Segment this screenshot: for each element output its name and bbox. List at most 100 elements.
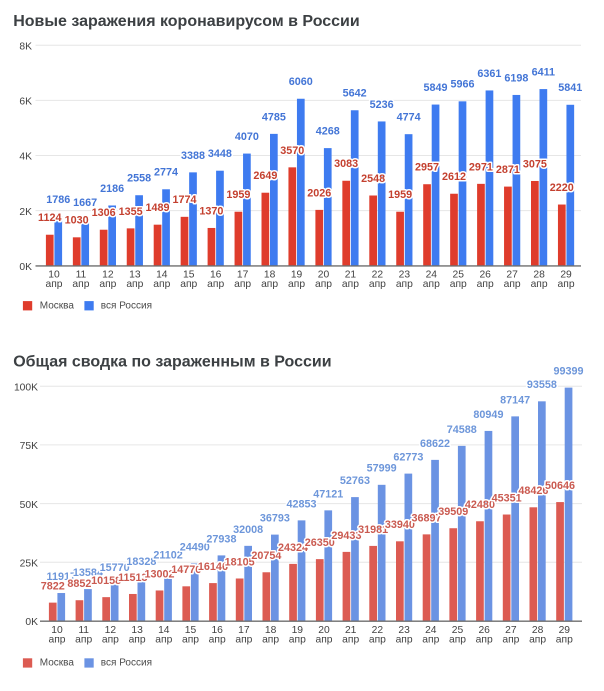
svg-text:19: 19: [292, 625, 304, 636]
svg-text:апр: апр: [476, 634, 493, 645]
svg-text:75K: 75K: [20, 441, 38, 452]
svg-text:апр: апр: [155, 634, 172, 645]
svg-text:28: 28: [532, 625, 544, 636]
svg-text:апр: апр: [209, 634, 226, 645]
svg-text:36793: 36793: [260, 513, 290, 525]
svg-text:15770: 15770: [100, 562, 130, 574]
svg-text:Общая сводка по зараженным в Р: Общая сводка по зараженным в России: [13, 354, 331, 371]
svg-text:6060: 6060: [289, 76, 313, 88]
svg-text:62773: 62773: [393, 452, 423, 464]
svg-text:1124: 1124: [38, 212, 61, 224]
svg-text:2K: 2K: [19, 207, 32, 218]
svg-text:апр: апр: [477, 279, 494, 290]
svg-text:36897: 36897: [412, 512, 442, 524]
svg-text:2957: 2957: [415, 162, 439, 174]
svg-text:апр: апр: [72, 279, 89, 290]
svg-text:42853: 42853: [287, 498, 317, 510]
svg-text:апр: апр: [234, 279, 251, 290]
svg-text:2649: 2649: [253, 170, 277, 182]
svg-text:20754: 20754: [251, 550, 281, 562]
svg-text:3388: 3388: [181, 150, 205, 162]
svg-text:вся Россия: вся Россия: [101, 300, 152, 311]
svg-text:апр: апр: [504, 279, 521, 290]
svg-text:3075: 3075: [523, 158, 547, 170]
svg-text:1667: 1667: [73, 197, 97, 209]
svg-text:5236: 5236: [370, 99, 394, 111]
svg-text:3083: 3083: [334, 158, 358, 170]
svg-text:2971: 2971: [469, 161, 493, 173]
svg-text:вся Россия: вся Россия: [101, 658, 152, 669]
svg-text:2871: 2871: [496, 164, 520, 176]
svg-text:20: 20: [318, 270, 330, 281]
svg-text:42480: 42480: [465, 499, 495, 511]
svg-text:4774: 4774: [397, 112, 421, 124]
svg-text:24: 24: [425, 625, 437, 636]
svg-text:13: 13: [129, 270, 141, 281]
svg-text:апр: апр: [45, 279, 62, 290]
svg-text:22: 22: [372, 270, 384, 281]
svg-text:57999: 57999: [367, 463, 397, 475]
svg-text:апр: апр: [48, 634, 65, 645]
svg-text:68622: 68622: [420, 438, 450, 450]
svg-text:24: 24: [426, 270, 438, 281]
svg-text:Москва: Москва: [40, 300, 75, 311]
svg-text:87147: 87147: [500, 394, 530, 406]
svg-text:26: 26: [479, 270, 491, 281]
svg-text:74588: 74588: [447, 424, 477, 436]
svg-text:25K: 25K: [20, 559, 38, 570]
svg-text:17: 17: [238, 625, 250, 636]
svg-text:апр: апр: [369, 634, 386, 645]
svg-text:33940: 33940: [385, 519, 415, 531]
svg-text:апр: апр: [235, 634, 252, 645]
svg-text:12: 12: [102, 270, 114, 281]
svg-text:12: 12: [105, 625, 117, 636]
svg-text:апр: апр: [153, 279, 170, 290]
svg-text:2026: 2026: [307, 187, 331, 199]
svg-text:апр: апр: [342, 279, 359, 290]
svg-text:Москва: Москва: [40, 658, 75, 669]
svg-text:10158: 10158: [91, 575, 121, 587]
svg-text:2774: 2774: [154, 167, 178, 179]
svg-text:18105: 18105: [225, 556, 255, 568]
svg-text:4K: 4K: [19, 152, 32, 163]
svg-text:апр: апр: [126, 279, 143, 290]
svg-text:1959: 1959: [388, 189, 412, 201]
svg-text:6411: 6411: [532, 66, 555, 78]
svg-text:6K: 6K: [19, 97, 32, 108]
svg-text:39509: 39509: [438, 506, 468, 518]
svg-text:11917: 11917: [47, 571, 76, 583]
svg-text:32008: 32008: [233, 524, 263, 536]
svg-text:апр: апр: [369, 279, 386, 290]
svg-text:16: 16: [210, 270, 222, 281]
svg-text:2220: 2220: [550, 182, 574, 194]
svg-text:апр: апр: [556, 634, 573, 645]
svg-text:1355: 1355: [119, 206, 143, 218]
svg-text:апр: апр: [129, 634, 146, 645]
svg-text:2612: 2612: [442, 171, 466, 183]
svg-text:апр: апр: [342, 634, 359, 645]
svg-text:4268: 4268: [316, 126, 340, 138]
svg-text:10: 10: [51, 625, 63, 636]
svg-text:6361: 6361: [477, 68, 501, 80]
svg-text:25: 25: [452, 625, 464, 636]
svg-text:апр: апр: [99, 279, 116, 290]
svg-text:апр: апр: [422, 634, 439, 645]
svg-text:99399: 99399: [554, 366, 584, 378]
svg-text:апр: апр: [207, 279, 224, 290]
svg-text:15: 15: [183, 270, 195, 281]
svg-text:3448: 3448: [208, 148, 232, 160]
svg-text:2558: 2558: [127, 173, 151, 185]
svg-text:апр: апр: [558, 279, 575, 290]
svg-text:17: 17: [237, 270, 249, 281]
svg-text:3570: 3570: [280, 145, 304, 157]
svg-text:13: 13: [131, 625, 143, 636]
svg-text:21102: 21102: [153, 549, 182, 561]
svg-text:23: 23: [399, 270, 411, 281]
svg-text:4785: 4785: [262, 111, 286, 123]
svg-text:апр: апр: [75, 634, 92, 645]
svg-text:48426: 48426: [518, 485, 548, 497]
svg-text:20: 20: [318, 625, 330, 636]
svg-text:47121: 47121: [313, 488, 343, 500]
svg-text:15: 15: [185, 625, 197, 636]
svg-text:16: 16: [211, 625, 223, 636]
